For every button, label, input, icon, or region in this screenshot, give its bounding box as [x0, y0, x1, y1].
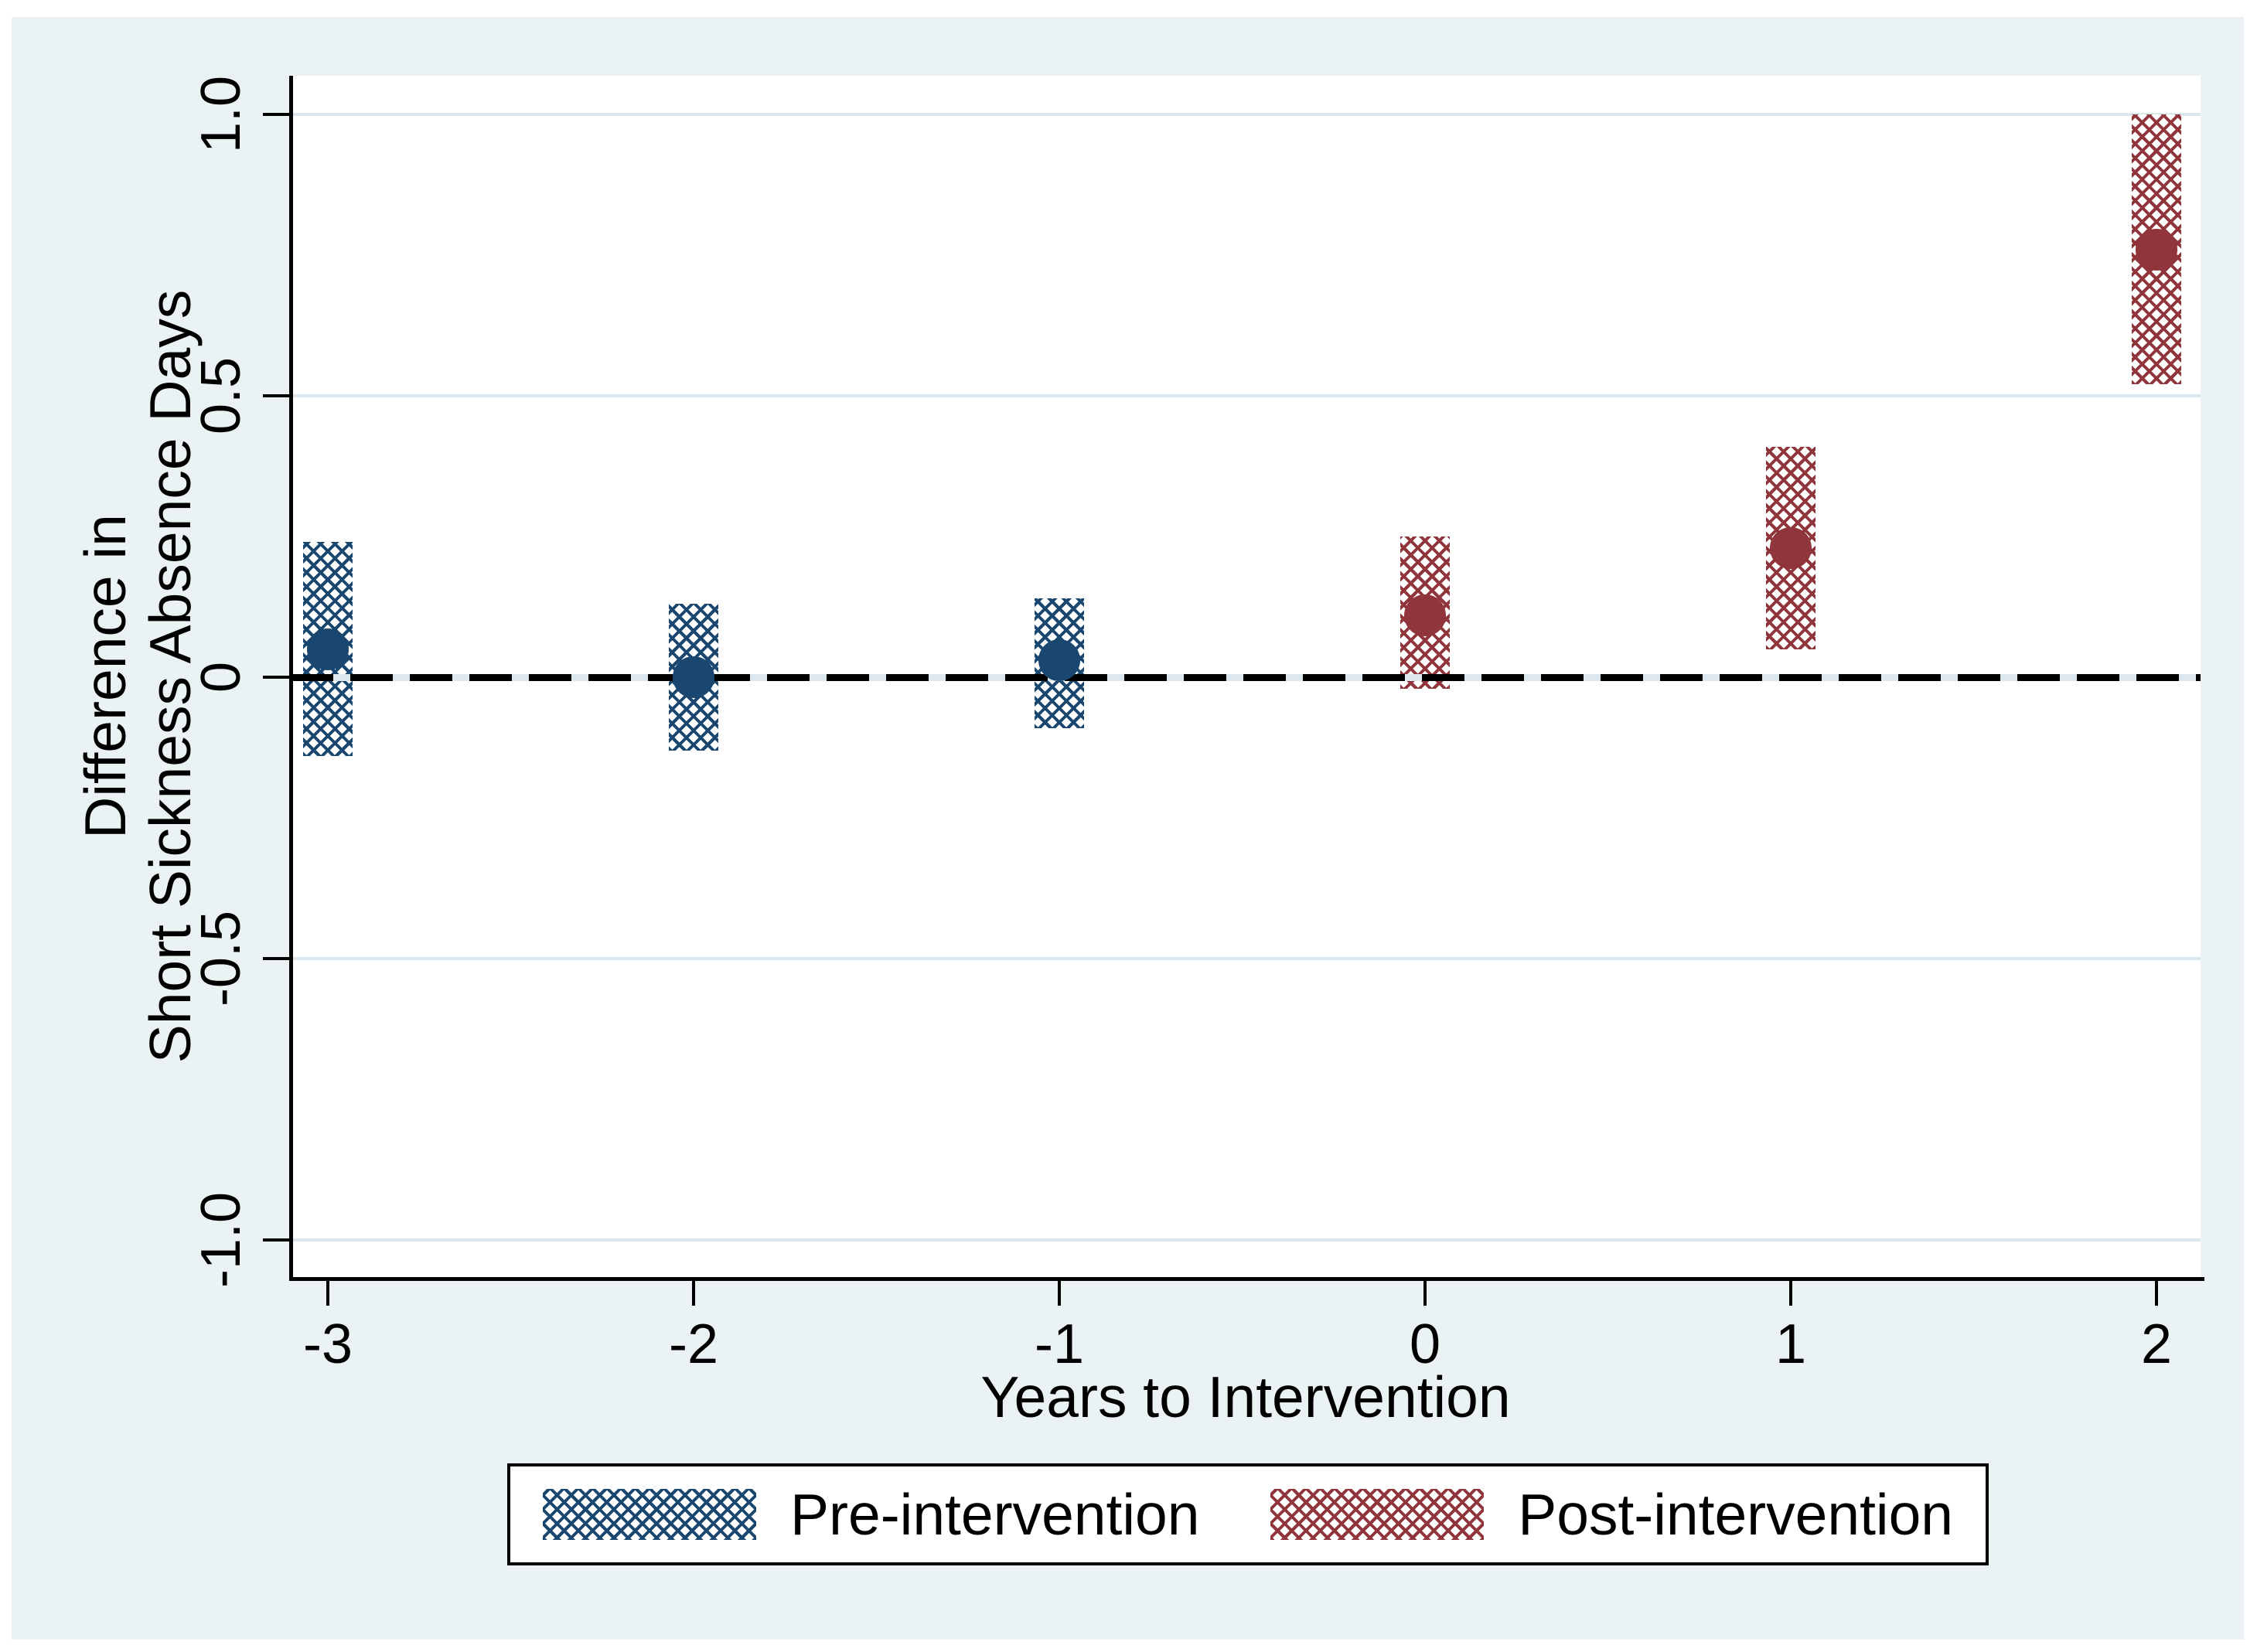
- post-intervention-swatch-icon: [1270, 1489, 1485, 1540]
- x-axis-title: Years to Intervention: [980, 1364, 1511, 1429]
- x-axis-line: [289, 1277, 2204, 1281]
- y-axis-title-line2: Short Sickness Absence Days: [138, 289, 203, 1064]
- y-axis-title: Difference in Short Sickness Absence Day…: [73, 290, 203, 1064]
- y-axis-title-line1: Difference in: [73, 514, 138, 839]
- pre-intervention-label: Pre-intervention: [790, 1482, 1200, 1547]
- legend-entry-pre-intervention: Pre-intervention: [543, 1483, 1199, 1545]
- pre-intervention-swatch-icon: [543, 1489, 756, 1540]
- legend-entry-post-intervention: Post-intervention: [1270, 1483, 1953, 1545]
- post-intervention-label: Post-intervention: [1518, 1482, 1953, 1547]
- y-axis-line: [289, 76, 293, 1281]
- plot-area: [291, 76, 2201, 1277]
- legend: Pre-intervention Post-intervention: [507, 1463, 1989, 1565]
